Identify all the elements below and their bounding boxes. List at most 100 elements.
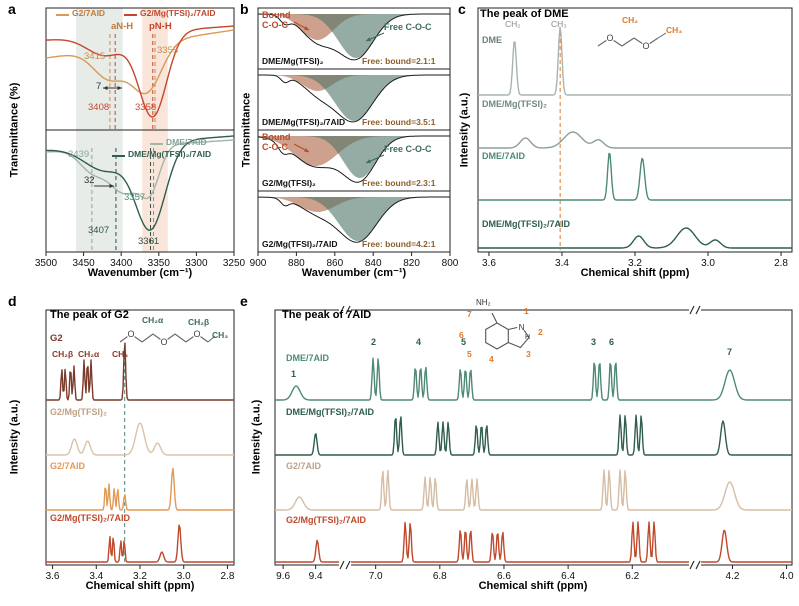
component-area — [258, 197, 450, 241]
label-bound-1: Bound — [262, 10, 291, 20]
structure-label-ch2: CH₂ — [622, 15, 639, 25]
envelope-G2/Mg(TFSI)₂ — [257, 135, 450, 183]
ring-number-1: 1 — [524, 306, 529, 316]
spectrum-DME/7AID — [46, 139, 235, 200]
legend-line-g2-7aid — [56, 14, 69, 16]
panel-letter-a: a — [8, 1, 16, 17]
ring-number-2: 2 — [538, 327, 543, 337]
y-axis-label-b: Transmittance — [240, 92, 253, 168]
tick-label: 9.4 — [309, 571, 323, 582]
nitrogen-atom: N — [519, 323, 525, 332]
tick-label: 3300 — [185, 258, 208, 269]
label-free-coc-1: Free C-O-C — [384, 22, 432, 32]
envelope-G2/Mg(TFSI)₂/7AID — [258, 196, 450, 243]
spectrum-DME/7AID — [478, 152, 792, 201]
ring-number-3: 3 — [526, 349, 531, 359]
x-axis-label-c: Chemical shift (ppm) — [580, 267, 690, 279]
tick-label: 900 — [250, 258, 267, 269]
peak-number-6: 6 — [609, 337, 615, 347]
trace-label-dme-7aid-e: DME/7AID — [286, 353, 330, 363]
trace-label-dme-mg-7aid: DME/Mg(TFSI)₂/7AID — [482, 219, 570, 229]
oxygen-atom: O — [127, 329, 134, 339]
spectrum-DME/Mg(TFSI)₂/7AID — [275, 414, 792, 456]
panel-letter-e: e — [240, 293, 248, 309]
spectrum-G2/Mg(TFSI)₂ — [46, 422, 234, 456]
component-area — [258, 75, 450, 91]
y-axis-label-a: Transmittance (%) — [8, 82, 21, 178]
component-area — [258, 197, 450, 212]
annotation-3361: 3361 — [138, 236, 160, 247]
legend-line-g2-mg-7aid — [124, 14, 137, 16]
tick-label: 3.6 — [482, 258, 496, 269]
x-axis-label-b: Wavenumber (cm⁻¹) — [301, 267, 407, 279]
oxygen-atom: O — [193, 329, 200, 339]
component-area — [258, 136, 450, 166]
label-bound-2: Bound — [262, 132, 291, 142]
label-free-coc-2: Free C-O-C — [384, 144, 432, 154]
tick-label: 3.2 — [133, 571, 147, 582]
annotation-3355: 3355 — [157, 45, 179, 56]
structure-label-ch3: CH₃ — [666, 25, 683, 35]
tick-label: 3.2 — [628, 258, 642, 269]
ratio-dme-mg: Free: bound=2.1:1 — [362, 56, 436, 66]
trace-label-g2-mg-7aid: G2/Mg(TFSI)₂/7AID — [50, 513, 130, 523]
structure-label-h: H — [525, 334, 531, 341]
x-axis-label-e: Chemical shift (ppm) — [478, 580, 588, 592]
tick-label: 3500 — [35, 258, 58, 269]
peak-number-2: 2 — [371, 337, 377, 347]
annotation-3439: 3439 — [68, 149, 90, 160]
spectrum-G2/7AID — [46, 467, 234, 511]
oxygen-atom: O — [160, 337, 167, 347]
legend-line-dme-7aid — [150, 143, 163, 145]
component-area — [258, 136, 450, 178]
tick-label: 3250 — [223, 258, 246, 269]
peak-label-ch2a: CH₂α — [78, 349, 100, 359]
tick-label: 2.8 — [774, 258, 788, 269]
structure-label-ch2b: CH₂β — [188, 317, 210, 327]
peak-label-ch3: CH₃ — [551, 19, 567, 29]
indole-pyrrole-ring — [508, 325, 530, 349]
trace-label-dme: DME — [482, 35, 502, 45]
legend-g2-mg-7aid: G2/Mg(TFSI)₂/7AID — [140, 8, 216, 18]
subpanel-name-dme-mg: DME/Mg(TFSI)₂ — [262, 56, 324, 66]
tick-label: 3.6 — [46, 571, 60, 582]
ring-number-5: 5 — [467, 349, 472, 359]
y-axis-label-e: Intensity (a.u.) — [250, 399, 263, 475]
peak-number-5: 5 — [461, 337, 467, 347]
structure-label-ch3-d: CH₃ — [212, 330, 229, 340]
annotation-delta-7: 7 — [96, 81, 102, 92]
tick-label: 3450 — [72, 258, 95, 269]
peak-number-4: 4 — [416, 337, 422, 347]
annotation-3408: 3408 — [88, 102, 110, 113]
spectrum-DME/Mg(TFSI)₂/7AID — [45, 135, 235, 231]
envelope-DME/Mg(TFSI)₂ — [258, 13, 450, 61]
panel-letter-c: c — [458, 1, 466, 17]
tick-label: 3400 — [110, 258, 133, 269]
spectrum-DME/Mg(TFSI)₂ — [478, 131, 792, 149]
tick-label: 3.4 — [555, 258, 569, 269]
subpanel-name-g2-mg: G2/Mg(TFSI)₂ — [262, 178, 316, 188]
legend-line-dme-mg-7aid — [112, 155, 125, 157]
trace-label-dme-7aid: DME/7AID — [482, 151, 526, 161]
tick-label: 9.6 — [276, 571, 290, 582]
legend-g2-7aid: G2/7AID — [72, 8, 106, 18]
annotation-3358: 3358 — [135, 102, 157, 113]
tick-label: 4.2 — [726, 571, 740, 582]
tick-label: 800 — [442, 258, 459, 269]
component-area — [258, 14, 450, 58]
trace-label-g2-7aid: G2/7AID — [50, 461, 86, 471]
trace-label-g2-mg-7aid-e: G2/Mg(TFSI)₂/7AID — [286, 515, 366, 525]
spectrum-DME — [478, 26, 792, 96]
spectrum-G2 — [46, 342, 234, 401]
ring-number-4: 4 — [489, 354, 494, 364]
spectrum-DME/7AID — [275, 357, 792, 401]
structure-label-nh2: NH₂ — [476, 298, 491, 307]
tick-label: 4.0 — [780, 571, 794, 582]
spectrum-DME/Mg(TFSI)₂/7AID — [478, 227, 792, 249]
label-aNH: aN-H — [111, 21, 134, 32]
tick-label: 6.4 — [561, 571, 575, 582]
x-axis-label-d: Chemical shift (ppm) — [85, 580, 195, 592]
x-axis-label-a: Wavenumber (cm⁻¹) — [87, 267, 193, 279]
legend-dme-7aid: DME/7AID — [166, 137, 207, 147]
spectrum-G2/Mg(TFSI)₂/7AID — [46, 25, 235, 118]
